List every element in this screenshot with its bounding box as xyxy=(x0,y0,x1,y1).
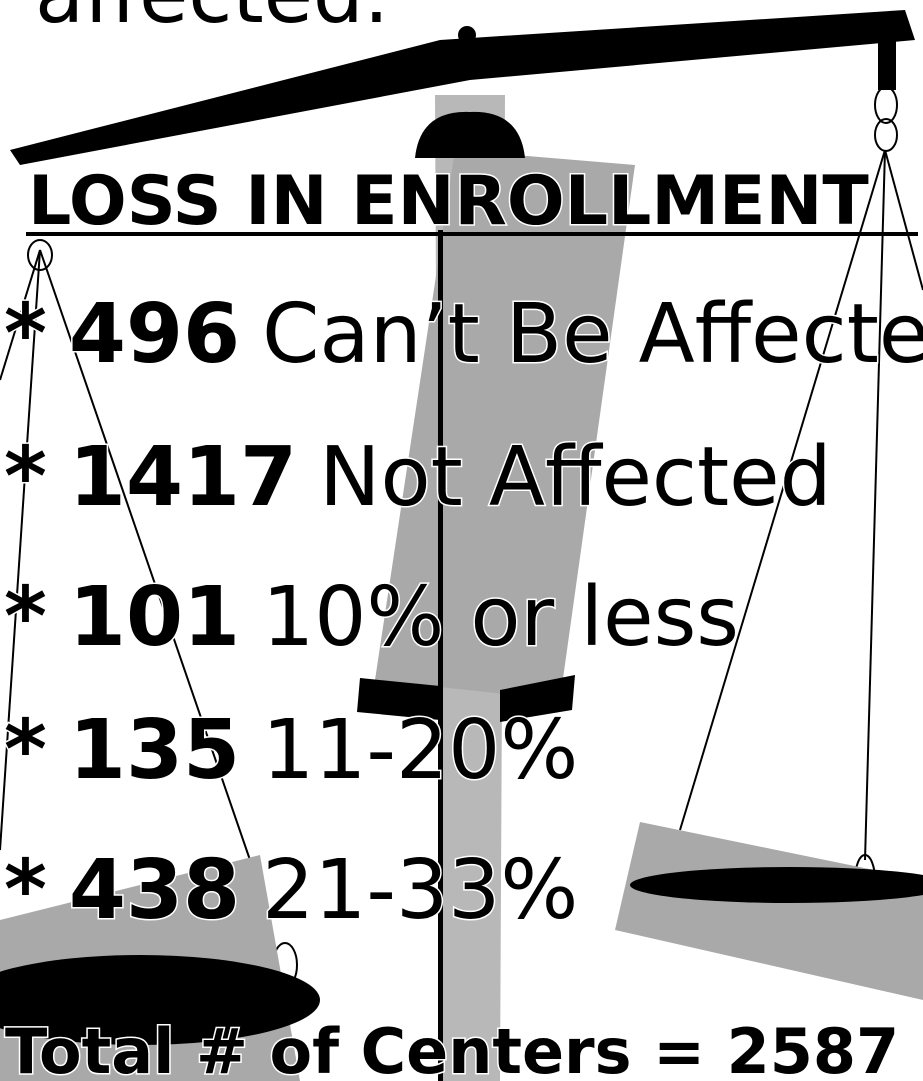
bullet: * xyxy=(4,287,47,382)
bullet: * xyxy=(4,430,47,525)
list-item: * 438 21-33% xyxy=(4,843,578,938)
bullet: * xyxy=(4,703,47,798)
count: 135 xyxy=(69,703,240,798)
bullet: * xyxy=(4,570,47,665)
scale-clipart xyxy=(0,10,923,1081)
item-list: * 496 Can’t Be Affected* 1417 Not Affected* 1… xyxy=(3,286,923,940)
label: Can’t Be Affected xyxy=(262,287,923,382)
count: 438 xyxy=(69,843,240,938)
bullet: * xyxy=(4,843,47,938)
total: Total # of Centers = 2587 xyxy=(5,1015,899,1081)
label: Not Affected xyxy=(319,430,832,525)
list-item: * 135 11-20% xyxy=(4,703,578,798)
top-text: affected. xyxy=(35,0,389,41)
list-item: * 1417 Not Affected xyxy=(4,430,832,525)
list-item: * 101 10% or less xyxy=(4,570,739,665)
count: 496 xyxy=(69,287,240,382)
count: 1417 xyxy=(69,430,297,525)
total-value: 2587 xyxy=(727,1015,900,1081)
title: LOSS IN ENROLLMENT xyxy=(28,162,869,241)
count: 101 xyxy=(69,570,240,665)
total-label: Total # of Centers = xyxy=(5,1015,705,1081)
label: 21-33% xyxy=(262,843,578,938)
label: 10% or less xyxy=(262,570,739,665)
label: 11-20% xyxy=(262,703,578,798)
list-item: * 496 Can’t Be Affected xyxy=(4,287,923,382)
